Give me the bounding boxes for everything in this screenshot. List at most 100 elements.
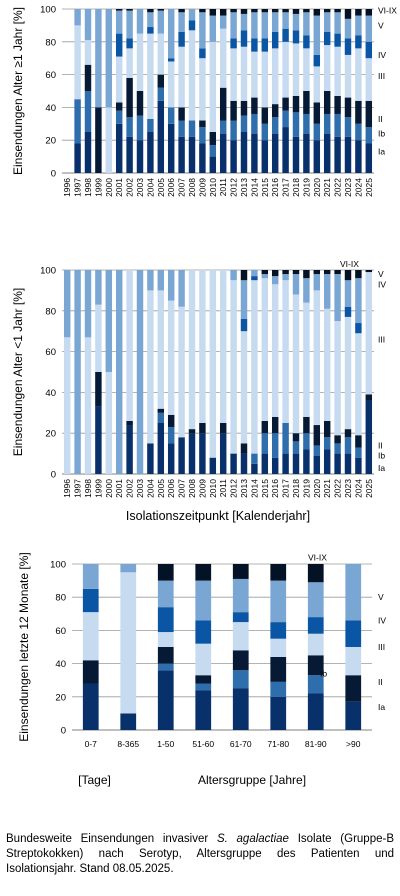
bar-segment-iv-2002 (126, 38, 133, 49)
bar-segment-ib-71-80 (270, 681, 287, 697)
bar-segment-ib-2005 (157, 412, 165, 423)
bar-segment-vi-ix-2024 (355, 270, 362, 279)
bar-segment-iii-2015 (261, 278, 269, 421)
y-tick-label: 100 (40, 5, 56, 16)
bar-segment-v-2018 (292, 13, 300, 31)
series-label-iv: IV (378, 50, 386, 60)
bar-segment-iii-2010 (209, 270, 217, 458)
bar-segment-iii-2008 (188, 30, 196, 121)
bar-segment-ii-81-90 (307, 655, 324, 676)
bar-segment-ib-2021 (323, 437, 331, 450)
series-label-ia: Ia (378, 702, 385, 712)
bar-segment-iii-2009 (199, 58, 206, 121)
bar-segment-ia-2014 (251, 463, 258, 474)
bar-segment-iii-2007 (178, 306, 185, 438)
bar-segment-ia-2008 (188, 136, 196, 173)
bar-segment-v-2020 (313, 15, 321, 55)
bar-segment-v-2021 (323, 12, 331, 32)
x-tick-label: 2003 (135, 479, 145, 498)
x-tick-label: 1998 (83, 479, 93, 498)
bar-segment-vi-ix-1-50 (157, 564, 174, 581)
bar-segment-iii-2025 (365, 58, 373, 101)
x-axis-label: Isolationszeitpunkt [Kalenderjahr] (126, 509, 310, 523)
x-tick-label: 8-365 (117, 739, 139, 749)
bar-segment-iv-61-70 (232, 612, 249, 623)
bar-segment-ia-2025 (365, 143, 373, 173)
bar-segment-ii-1999 (95, 372, 102, 407)
x-tick-label: 2009 (197, 178, 207, 197)
bar-segment-iv-81-90 (307, 617, 324, 634)
bar-segment-iii-2011 (219, 270, 227, 423)
bar-segment-ia-8-365 (120, 713, 137, 730)
x-tick-label: 2013 (239, 178, 249, 197)
group-label-age: Altersgruppe [Jahre] (198, 773, 306, 787)
x-tick-label: 2019 (301, 178, 311, 197)
x-tick-label: 2007 (177, 479, 187, 498)
x-tick-label: 1998 (83, 178, 93, 197)
bar-segment-iv-2023 (344, 306, 352, 317)
bar-segment-iv-2024 (355, 323, 362, 334)
bar-segment-v-51-60 (195, 580, 212, 621)
bar-segment-ib-2022 (334, 113, 341, 137)
bar-segment-vi-ix-2015 (261, 9, 269, 13)
x-tick-label: 2004 (145, 479, 155, 498)
bar-segment-ia-2024 (355, 140, 362, 173)
bar-segment-iv->90 (345, 620, 362, 647)
bar-segment-vi-ix-2023 (344, 9, 352, 19)
bar-segment-iii-2019 (303, 48, 310, 91)
y-tick-label: 60 (55, 626, 66, 637)
x-tick-label: 2008 (187, 479, 197, 498)
bar-segment-v-1999 (95, 9, 102, 108)
series-label-ia: Ia (378, 463, 385, 473)
x-tick-label: 2001 (114, 479, 124, 498)
bar-segment-iv-1-50 (157, 607, 174, 633)
y-tick-label: 80 (45, 37, 56, 48)
x-tick-label: 2023 (343, 479, 353, 498)
bar-segment-v-2016 (271, 12, 279, 32)
y-tick-label: 80 (45, 306, 56, 317)
bar-segment-iii-2007 (178, 46, 185, 108)
bar-segment-ii-2005 (157, 408, 165, 413)
bar-segment-iii-1996 (63, 337, 71, 474)
bar-segment-vi-ix-2013 (240, 270, 248, 281)
bar-segment-v-2015 (261, 274, 269, 279)
bar-segment-iii-2014 (251, 51, 258, 98)
bar-segment-iii-2009 (199, 270, 206, 423)
bar-segment-iv-2017 (282, 28, 289, 42)
bar-segment-iii-2020 (313, 290, 321, 426)
x-tick-label: 0-7 (85, 739, 98, 749)
bar-segment-ii-61-70 (232, 650, 249, 671)
bar-segment-iii-2023 (344, 54, 352, 98)
bar-segment-ii-2008 (188, 429, 196, 434)
bar-segment-iv-2015 (261, 38, 269, 52)
x-tick-label: 2010 (208, 479, 218, 498)
x-tick-label: 1996 (62, 178, 72, 197)
bar-segment-iii-2013 (240, 331, 248, 444)
bar-segment-vi-ix-2012 (230, 9, 237, 13)
bar-segment-ia-2016 (271, 133, 279, 173)
x-tick-label: 2019 (301, 479, 311, 498)
bar-segment-ia-2012 (230, 453, 237, 474)
x-tick-label: 2020 (312, 178, 322, 197)
bar-segment-ii-2006 (167, 414, 175, 428)
bar-segment-ib-2020 (313, 123, 321, 141)
bar-segment-v-2019 (303, 278, 310, 303)
bar-segment-vi-ix-2018 (292, 270, 300, 275)
bar-segment-iv-2004 (147, 27, 154, 34)
bar-segment-ia-61-70 (232, 688, 249, 730)
bar-segment-iii-81-90 (307, 633, 324, 656)
x-tick-label: 2024 (353, 178, 363, 197)
bar-segment-ia-2003 (136, 140, 144, 173)
bar-segment-iv-2012 (230, 38, 237, 49)
bar-segment-ib-2008 (188, 120, 196, 137)
bar-segment-vi-ix-2011 (219, 9, 227, 16)
bar-segment-vi-ix-2014 (251, 9, 258, 13)
bar-segment-iii-2022 (334, 46, 341, 96)
bar-segment-ia-2020 (313, 455, 321, 474)
x-tick-label: 2018 (291, 178, 301, 197)
bar-segment-iii-2016 (271, 48, 279, 105)
bar-segment-vi-ix-2018 (292, 9, 300, 14)
bar-segment-iii-2018 (292, 43, 300, 96)
bar-segment-iii-2020 (313, 66, 321, 103)
bar-segment-ia-2013 (240, 453, 248, 474)
